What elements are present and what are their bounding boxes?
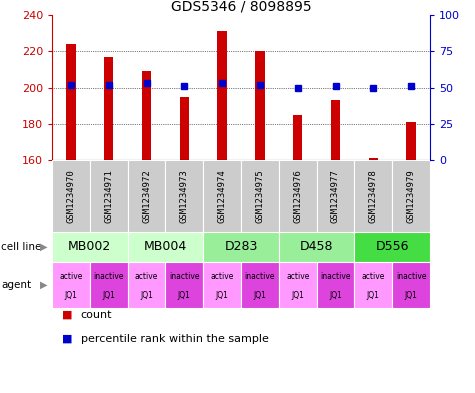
Text: ▶: ▶ [40, 242, 47, 252]
Text: GSM1234979: GSM1234979 [407, 169, 416, 223]
Bar [128, 160, 165, 232]
Text: inactive: inactive [320, 272, 351, 281]
Bar [279, 232, 354, 262]
Bar [142, 71, 151, 160]
Bar [392, 262, 430, 308]
Bar [293, 115, 303, 160]
Bar [218, 31, 227, 160]
Text: JQ1: JQ1 [178, 290, 191, 299]
Text: active: active [361, 272, 385, 281]
Text: GSM1234970: GSM1234970 [66, 169, 76, 223]
Text: D283: D283 [224, 241, 257, 253]
Bar [241, 160, 279, 232]
Text: JQ1: JQ1 [405, 290, 418, 299]
Bar [128, 232, 203, 262]
Bar [203, 232, 279, 262]
Bar [317, 262, 354, 308]
Text: GSM1234975: GSM1234975 [256, 169, 265, 223]
Bar [279, 160, 317, 232]
Text: ■: ■ [61, 334, 72, 343]
Text: active: active [59, 272, 83, 281]
Text: GSM1234972: GSM1234972 [142, 169, 151, 223]
Bar [392, 160, 430, 232]
Text: JQ1: JQ1 [254, 290, 266, 299]
Text: GSM1234978: GSM1234978 [369, 169, 378, 223]
Text: inactive: inactive [245, 272, 275, 281]
Bar [203, 262, 241, 308]
Bar [52, 232, 128, 262]
Bar [128, 262, 165, 308]
Bar [279, 262, 317, 308]
Bar [369, 158, 378, 160]
Bar [165, 262, 203, 308]
Text: JQ1: JQ1 [329, 290, 342, 299]
Text: inactive: inactive [94, 272, 124, 281]
Bar [331, 100, 340, 160]
Bar [354, 232, 430, 262]
Text: cell line: cell line [1, 242, 41, 252]
Text: JQ1: JQ1 [65, 290, 77, 299]
Text: MB002: MB002 [68, 241, 112, 253]
Bar [165, 160, 203, 232]
Text: inactive: inactive [169, 272, 200, 281]
Bar [90, 262, 128, 308]
Bar [90, 160, 128, 232]
Text: GSM1234971: GSM1234971 [104, 169, 113, 223]
Text: JQ1: JQ1 [291, 290, 304, 299]
Text: D458: D458 [300, 241, 333, 253]
Text: count: count [80, 310, 112, 320]
Text: inactive: inactive [396, 272, 427, 281]
Text: GSM1234973: GSM1234973 [180, 169, 189, 223]
Text: JQ1: JQ1 [102, 290, 115, 299]
Text: D556: D556 [375, 241, 409, 253]
Text: GSM1234974: GSM1234974 [218, 169, 227, 223]
Bar [317, 160, 354, 232]
Bar [354, 262, 392, 308]
Text: ■: ■ [61, 310, 72, 320]
Text: GSM1234977: GSM1234977 [331, 169, 340, 223]
Bar [255, 51, 265, 160]
Text: JQ1: JQ1 [140, 290, 153, 299]
Text: agent: agent [1, 280, 31, 290]
Text: active: active [135, 272, 158, 281]
Bar [180, 97, 189, 160]
Bar [52, 160, 90, 232]
Bar [203, 160, 241, 232]
Text: active: active [210, 272, 234, 281]
Bar [407, 122, 416, 160]
Bar [241, 262, 279, 308]
Text: JQ1: JQ1 [367, 290, 380, 299]
Bar [52, 262, 90, 308]
Bar [66, 44, 76, 160]
Bar [354, 160, 392, 232]
Text: ▶: ▶ [40, 280, 47, 290]
Text: GSM1234976: GSM1234976 [293, 169, 302, 223]
Text: GDS5346 / 8098895: GDS5346 / 8098895 [171, 0, 311, 13]
Bar [104, 57, 114, 160]
Text: MB004: MB004 [144, 241, 187, 253]
Text: active: active [286, 272, 309, 281]
Text: percentile rank within the sample: percentile rank within the sample [80, 334, 268, 343]
Text: JQ1: JQ1 [216, 290, 228, 299]
